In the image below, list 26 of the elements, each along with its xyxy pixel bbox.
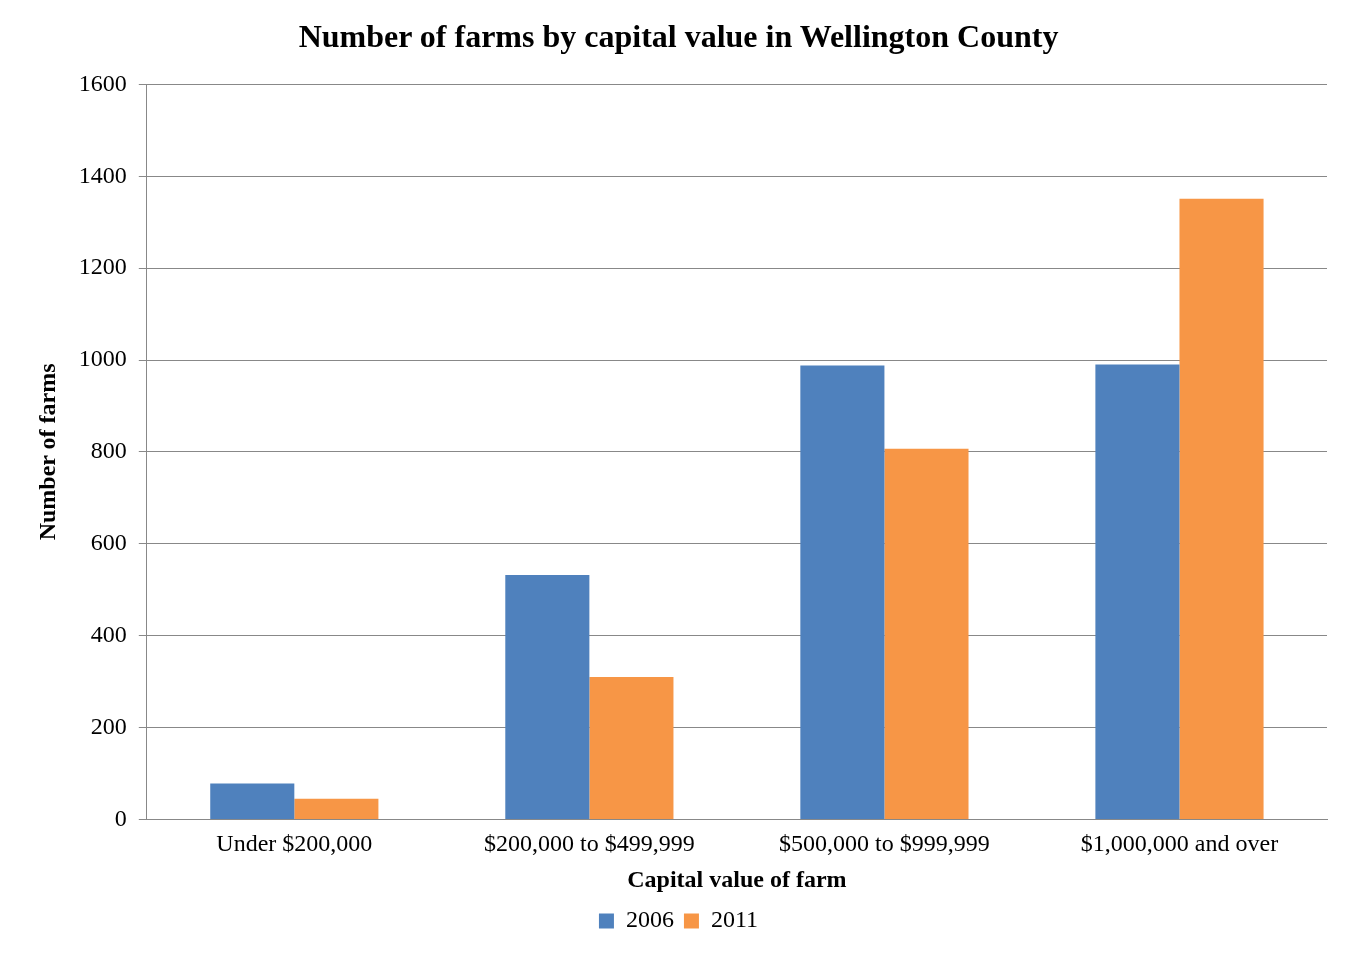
y-tick-label: 1400: [78, 161, 127, 188]
bar: [210, 783, 295, 819]
bar: [1095, 364, 1180, 819]
bar: [505, 575, 590, 819]
y-tick-label: 400: [90, 620, 127, 647]
y-tick-label: 1000: [78, 345, 127, 372]
x-tick-label: $1,000,000 and over: [1080, 830, 1279, 857]
bar: [589, 676, 674, 819]
x-tick-label: $200,000 to $499,999: [484, 830, 695, 857]
y-tick-label: 1200: [78, 253, 127, 280]
legend-label: 2006: [625, 906, 674, 933]
chart-title: Number of farms by capital value in Wellington County: [298, 18, 1059, 55]
y-tick-label: 200: [90, 712, 127, 739]
x-axis-title: Capital value of farm: [627, 865, 847, 892]
bar: [800, 365, 885, 819]
y-axis-title: Number of farms: [33, 363, 60, 541]
y-tick-label: 800: [90, 437, 127, 464]
y-tick-label: 600: [90, 529, 127, 556]
bar: [1179, 198, 1264, 819]
y-tick-label: 0: [114, 804, 127, 831]
legend-label: 2011: [710, 906, 759, 933]
bar: [884, 448, 969, 819]
bar: [294, 798, 379, 819]
y-tick-label: 1600: [78, 69, 127, 96]
x-tick-label: Under $200,000: [216, 830, 373, 857]
x-tick-label: $500,000 to $999,999: [779, 830, 990, 857]
